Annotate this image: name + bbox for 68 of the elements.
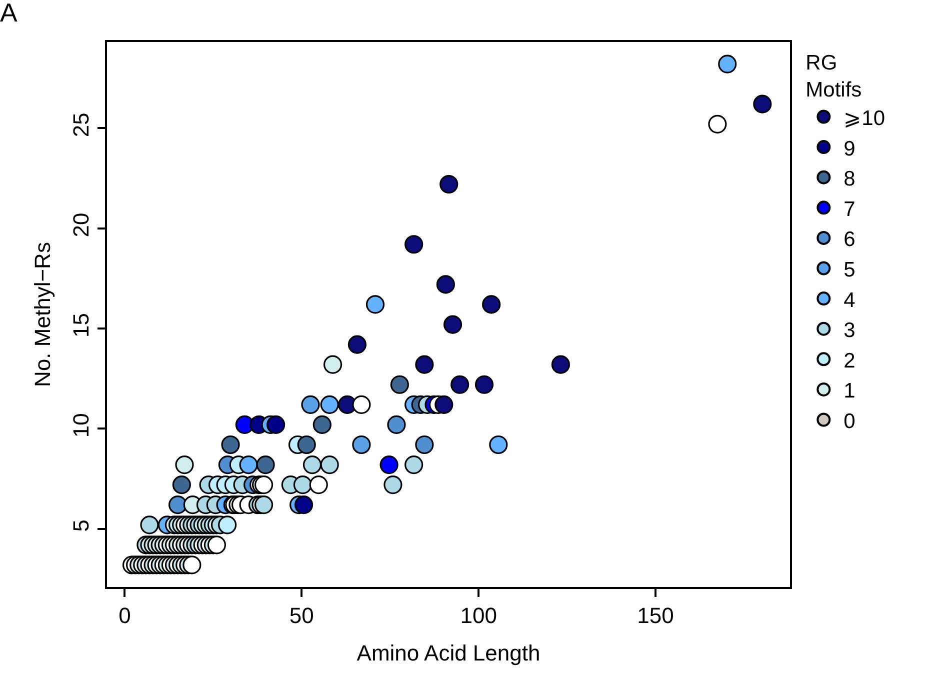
legend-label: 1	[844, 380, 856, 403]
point	[175, 455, 194, 474]
point	[302, 455, 322, 474]
legend-label: 5	[844, 258, 856, 282]
point	[434, 395, 454, 414]
y-tick-label: 10	[68, 413, 94, 438]
point	[551, 355, 570, 374]
point	[718, 54, 737, 74]
y-tick-label: 5	[68, 519, 94, 532]
point	[254, 476, 274, 494]
x-tick-label: 50	[289, 603, 314, 628]
point	[301, 395, 320, 414]
point	[254, 496, 274, 514]
point	[182, 556, 202, 574]
legend-label: 4	[844, 288, 856, 312]
point	[348, 335, 366, 354]
point	[323, 355, 342, 374]
legend-label: 8	[844, 168, 856, 191]
x-tick-label: 150	[637, 603, 674, 628]
point	[239, 455, 258, 474]
point	[293, 476, 312, 494]
point	[294, 496, 314, 514]
point	[256, 455, 275, 474]
point	[320, 455, 339, 474]
x-tick-label: 100	[460, 603, 497, 628]
point	[474, 375, 494, 394]
point	[384, 476, 402, 494]
point	[140, 516, 159, 534]
point	[450, 375, 470, 394]
legend-label: 2	[844, 349, 856, 372]
point	[320, 395, 339, 414]
point	[415, 435, 434, 454]
legend-label: 3	[844, 319, 856, 342]
y-tick-label: 25	[68, 112, 94, 138]
y-axis-title: No. Methyl−Rs	[30, 242, 55, 387]
point	[172, 476, 191, 494]
point	[366, 295, 385, 314]
point	[489, 435, 508, 454]
point	[207, 536, 226, 554]
chart-title: A	[0, 0, 18, 28]
legend-label: ⩾10	[844, 106, 886, 130]
point	[482, 295, 501, 314]
point	[390, 375, 409, 394]
point	[218, 516, 237, 534]
point	[404, 235, 424, 254]
point	[440, 174, 458, 194]
point	[266, 415, 286, 434]
point	[443, 315, 462, 334]
point	[312, 415, 332, 434]
legend-label: 0	[844, 410, 856, 433]
point	[221, 435, 240, 454]
point	[297, 435, 316, 454]
point	[387, 415, 406, 434]
y-tick-label: 20	[68, 212, 94, 238]
point	[415, 355, 434, 374]
legend-label: 9	[844, 137, 856, 160]
point	[753, 94, 772, 114]
legend-title: RG Motifs	[806, 51, 862, 102]
point	[168, 496, 188, 514]
y-tick-label: 15	[68, 312, 94, 338]
x-axis-title: Amino Acid Length	[356, 640, 540, 666]
legend-label: 7	[844, 198, 856, 221]
point	[404, 455, 424, 474]
point	[380, 455, 398, 474]
point	[352, 435, 371, 454]
x-tick-label: 0	[118, 603, 131, 628]
point	[436, 275, 455, 294]
legend-label: 6	[844, 228, 856, 252]
